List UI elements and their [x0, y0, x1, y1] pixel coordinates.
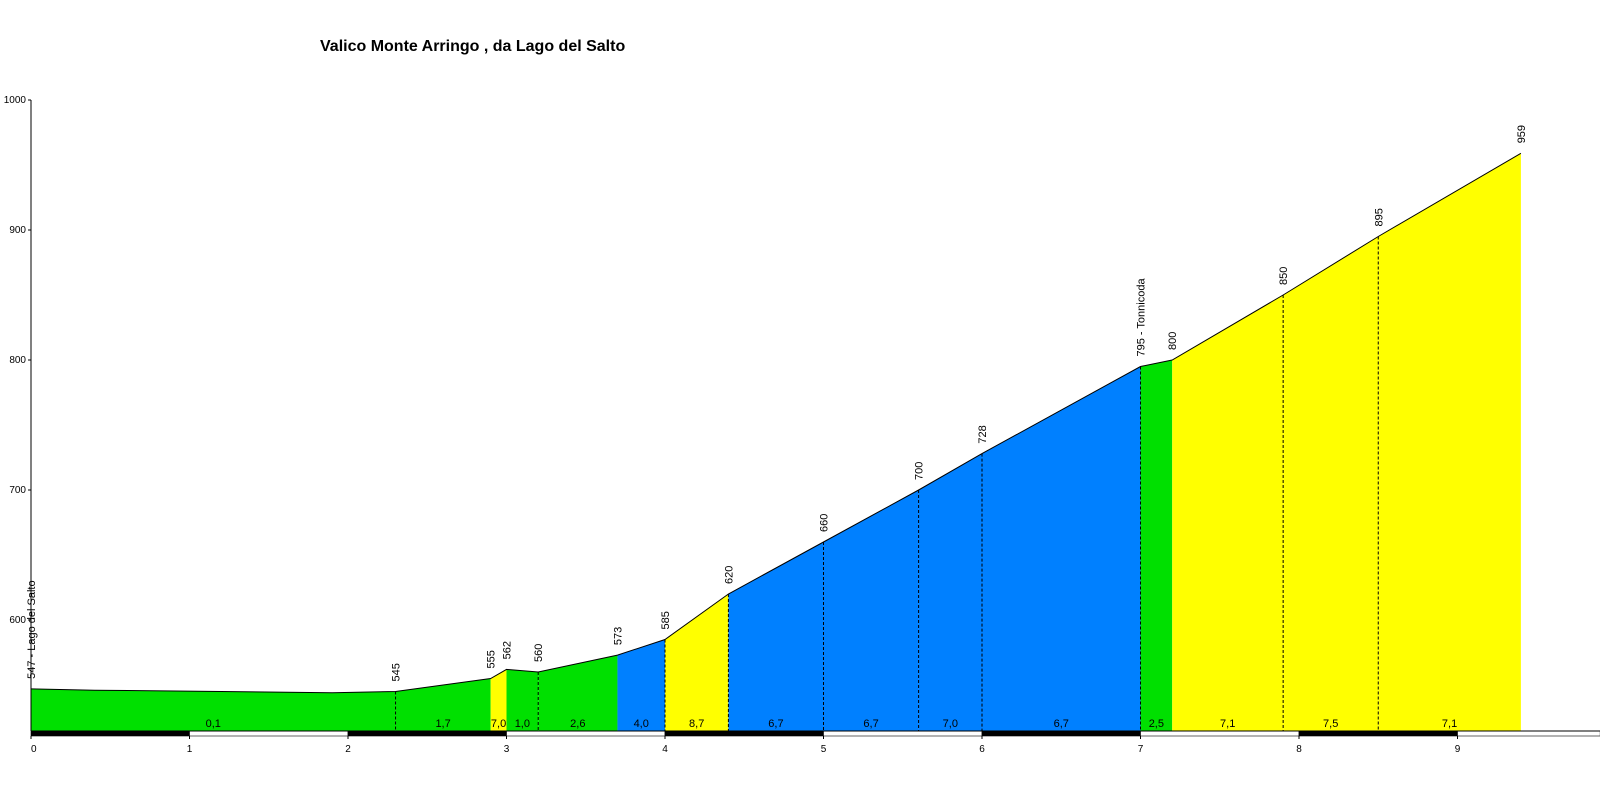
gradient-label: 6,7 — [768, 718, 783, 730]
segment-fill — [665, 594, 729, 731]
x-tick-label: 3 — [504, 744, 510, 755]
segment-fill — [918, 453, 982, 731]
gradient-label: 1,7 — [435, 718, 450, 730]
profile-outline-group — [30, 152, 1522, 694]
gradient-segment-fills — [31, 153, 1521, 732]
segment-fill — [617, 639, 665, 731]
y-tick-label: 900 — [9, 225, 26, 236]
segment-fill — [395, 678, 491, 731]
profile-outline — [30, 152, 1522, 694]
segment-fill — [31, 688, 396, 731]
x-tick-label: 0 — [31, 744, 37, 755]
y-tick-label: 1000 — [4, 95, 27, 106]
elevation-labels: 547 - Lago del Salto 545 555 562 560 573 585 62… — [26, 125, 1528, 682]
distance-bar-segment — [823, 730, 983, 737]
segment-fill — [1378, 153, 1521, 732]
elevation-label: 895 — [1373, 208, 1385, 226]
distance-bar-segment — [347, 730, 507, 737]
elevation-label: 795 - Tonnicoda — [1136, 278, 1148, 357]
segment-fill — [490, 669, 507, 731]
elevation-label: 555 — [486, 650, 498, 668]
y-tick-label: 700 — [9, 485, 26, 496]
distance-bar-segment — [506, 730, 666, 737]
elevation-label: 959 — [1516, 125, 1528, 143]
distance-bar-segment — [1298, 730, 1458, 737]
segment-fill — [1140, 360, 1173, 731]
elevation-label: 700 — [914, 462, 926, 480]
x-tick-label: 2 — [345, 744, 351, 755]
gradient-label: 7,1 — [1442, 718, 1457, 730]
x-tick-label: 6 — [979, 744, 985, 755]
distance-bar-segment — [981, 730, 1141, 737]
axes: 600 700 800 900 1000 0 1 2 3 4 5 6 7 8 9 — [4, 95, 1600, 755]
gradient-label: 4,0 — [634, 718, 649, 730]
x-tick-label: 9 — [1455, 744, 1461, 755]
elevation-label: 728 — [977, 425, 989, 443]
chart-title: Valico Monte Arringo , da Lago del Salto — [320, 38, 626, 55]
x-tick-label: 8 — [1296, 744, 1302, 755]
elevation-label: 545 — [391, 663, 403, 681]
gradient-label: 8,7 — [689, 718, 704, 730]
x-tick-label: 1 — [187, 744, 193, 755]
elevation-label: 560 — [533, 644, 545, 662]
distance-bar-segment — [664, 730, 824, 737]
segment-dividers — [395, 236, 1379, 731]
x-tick-label: 7 — [1138, 744, 1144, 755]
segment-fill — [728, 542, 824, 731]
gradient-label: 7,0 — [491, 718, 506, 730]
elevation-label: 850 — [1278, 267, 1290, 285]
elevation-label: 800 — [1167, 332, 1179, 350]
gradient-label: 7,5 — [1323, 718, 1338, 730]
gradient-label: 2,5 — [1149, 718, 1164, 730]
y-tick-label: 600 — [9, 615, 26, 626]
gradient-label: 6,7 — [863, 718, 878, 730]
segment-fill — [506, 669, 539, 731]
gradient-label: 7,0 — [943, 718, 958, 730]
elevation-label: 620 — [723, 566, 735, 584]
elevation-label: 573 — [612, 627, 624, 645]
gradient-label: 0,1 — [206, 718, 221, 730]
distance-bar-segment — [189, 730, 349, 737]
segment-fill — [1283, 236, 1379, 731]
y-tick-label: 800 — [9, 355, 26, 366]
x-tick-label: 4 — [662, 744, 668, 755]
elevation-label: 562 — [502, 641, 514, 659]
gradient-labels: 0,1 1,7 7,0 1,0 2,6 4,0 8,7 6,7 6,7 7,0 6,7 2,5 7,1 7… — [206, 718, 1458, 730]
gradient-label: 7,1 — [1220, 718, 1235, 730]
elevation-label: 547 - Lago del Salto — [26, 580, 38, 678]
gradient-label: 1,0 — [515, 718, 530, 730]
distance-bar-segment — [1457, 730, 1600, 737]
segment-fill — [982, 366, 1141, 731]
elevation-label: 585 — [660, 611, 672, 629]
gradient-label: 6,7 — [1054, 718, 1069, 730]
distance-bar-segment — [1140, 730, 1300, 737]
elevation-label: 660 — [819, 514, 831, 532]
x-tick-label: 5 — [821, 744, 827, 755]
distance-bar-segment — [30, 730, 190, 737]
segment-fill — [538, 655, 618, 731]
gradient-label: 2,6 — [570, 718, 585, 730]
segment-fill — [1172, 295, 1284, 731]
segment-fill — [823, 490, 919, 731]
